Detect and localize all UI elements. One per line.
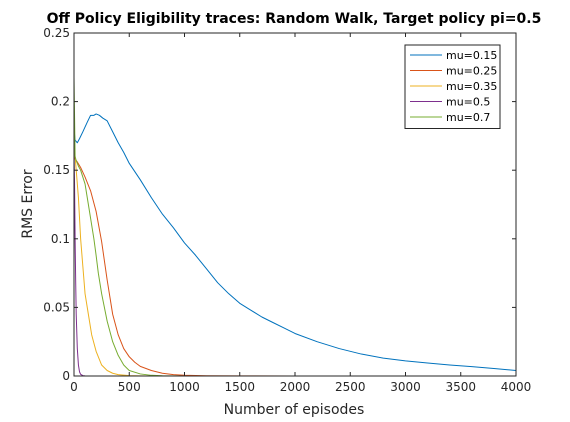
legend-label-2: mu=0.35 (446, 80, 497, 93)
x-tick-label: 0 (70, 380, 78, 394)
series-line-1 (74, 156, 516, 376)
legend-label-3: mu=0.5 (446, 96, 490, 109)
x-axis-label: Number of episodes (224, 402, 365, 418)
y-tick-label: 0.25 (43, 26, 70, 40)
x-tick-label: 1500 (224, 380, 255, 394)
y-tick-label: 0.05 (43, 300, 70, 314)
legend: mu=0.15 mu=0.25 mu=0.35 mu=0.5 mu=0.7 (405, 45, 500, 129)
y-tick-label: 0 (62, 369, 70, 383)
x-tick-label: 500 (118, 380, 141, 394)
x-tick-label: 3500 (445, 380, 476, 394)
series-line-0 (74, 114, 516, 371)
legend-label-0: mu=0.15 (446, 49, 497, 62)
series-line-3 (74, 150, 516, 376)
x-tick-label: 4000 (501, 380, 532, 394)
y-axis-label: RMS Error (20, 169, 36, 239)
y-tick-label: 0.15 (43, 163, 70, 177)
chart-title: Off Policy Eligibility traces: Random Wa… (47, 11, 542, 27)
series-line-2 (74, 150, 516, 376)
legend-label-1: mu=0.25 (446, 65, 497, 78)
x-tick-label: 2000 (280, 380, 311, 394)
x-tick-label: 3000 (390, 380, 421, 394)
x-tick-label: 1000 (169, 380, 200, 394)
legend-label-4: mu=0.7 (446, 111, 490, 124)
y-tick-label: 0.2 (51, 95, 70, 109)
y-tick-label: 0.1 (51, 232, 70, 246)
x-tick-label: 2500 (335, 380, 366, 394)
